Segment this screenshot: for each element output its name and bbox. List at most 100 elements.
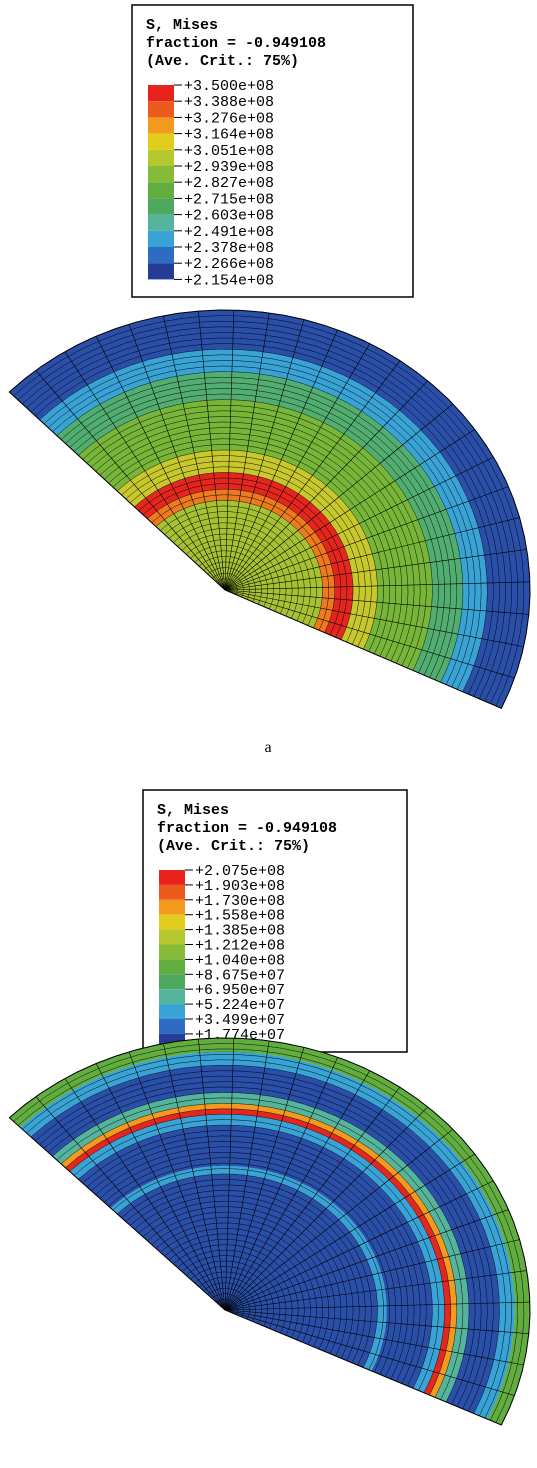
legend-level: +2.491e+08 bbox=[184, 224, 274, 241]
mesh-band bbox=[56, 371, 463, 683]
legend-level: +1.558e+08 bbox=[195, 908, 285, 925]
legend-level: +1.730e+08 bbox=[195, 893, 285, 910]
legend-swatch bbox=[148, 198, 174, 215]
mesh-radial bbox=[224, 1070, 371, 1311]
legend-swatch bbox=[148, 214, 174, 231]
legend-level: +1.212e+08 bbox=[195, 938, 285, 955]
mesh-radial bbox=[224, 1301, 530, 1311]
mesh-radial bbox=[224, 1057, 338, 1311]
legend-swatch bbox=[159, 914, 185, 930]
mesh-radial bbox=[224, 429, 476, 591]
mesh-radial bbox=[224, 1040, 270, 1311]
legend-box bbox=[131, 4, 414, 298]
legend-level: +3.499e+07 bbox=[195, 1012, 285, 1029]
legend-swatch bbox=[148, 101, 174, 118]
mesh-radial bbox=[224, 549, 527, 591]
legend-swatch bbox=[159, 989, 185, 1005]
legend-level: +2.827e+08 bbox=[184, 175, 274, 192]
mesh-radial bbox=[224, 1047, 305, 1311]
mesh-radial bbox=[224, 319, 305, 591]
legend-swatch bbox=[148, 117, 174, 134]
legend-swatch bbox=[148, 133, 174, 150]
legend-fraction: fraction = -0.949108 bbox=[146, 35, 326, 52]
legend-level: +8.675e+07 bbox=[195, 967, 285, 984]
legend-level: +6.950e+07 bbox=[195, 982, 285, 999]
mesh-radial bbox=[224, 312, 270, 591]
mesh-radial bbox=[224, 1309, 529, 1335]
legend-swatch bbox=[148, 149, 174, 166]
mesh-radial bbox=[224, 589, 524, 647]
mesh-outline bbox=[8, 309, 531, 709]
mesh-radial bbox=[224, 310, 235, 591]
mesh-outline bbox=[8, 1037, 531, 1426]
mesh-radial bbox=[224, 517, 520, 591]
legend-swatch bbox=[159, 974, 185, 990]
legend-level: +2.266e+08 bbox=[184, 256, 274, 273]
legend-title: S, Mises bbox=[146, 17, 218, 34]
mesh-radial bbox=[224, 380, 428, 591]
legend-swatch bbox=[159, 1019, 185, 1034]
mesh-radial bbox=[224, 343, 371, 591]
mesh-radial bbox=[95, 336, 226, 591]
legend-level: +3.051e+08 bbox=[184, 143, 274, 160]
legend-level: +2.715e+08 bbox=[184, 191, 274, 208]
mesh-radial bbox=[224, 1106, 428, 1311]
legend-swatch bbox=[148, 247, 174, 264]
mesh-radial bbox=[64, 351, 226, 591]
mesh-radial bbox=[224, 456, 494, 591]
legend-swatch bbox=[159, 870, 185, 885]
legend-swatch bbox=[148, 230, 174, 247]
mesh-radial bbox=[224, 1087, 401, 1311]
legend-swatch bbox=[159, 899, 185, 915]
mesh-radial bbox=[224, 1209, 509, 1311]
legend-level: +1.385e+08 bbox=[195, 923, 285, 940]
legend-swatch bbox=[159, 944, 185, 960]
legend-swatch bbox=[148, 85, 174, 102]
legend-criterion: (Ave. Crit.: 75%) bbox=[157, 838, 310, 855]
legend-level: +3.500e+08 bbox=[184, 78, 274, 95]
mesh-radial bbox=[224, 1153, 476, 1311]
legend-box bbox=[142, 789, 408, 1053]
legend-swatch bbox=[159, 959, 185, 975]
legend-level: +3.388e+08 bbox=[184, 94, 274, 111]
legend-level: +1.040e+08 bbox=[195, 952, 285, 969]
legend-fraction: fraction = -0.949108 bbox=[157, 820, 337, 837]
mesh-radial bbox=[198, 311, 226, 591]
legend-swatch bbox=[148, 263, 174, 280]
mesh-radial bbox=[163, 1043, 226, 1311]
mesh-radial bbox=[224, 486, 509, 591]
mesh-radial bbox=[224, 589, 515, 679]
mesh-radial bbox=[224, 1309, 524, 1366]
mesh-radial bbox=[224, 1270, 527, 1311]
legend-level: +1.903e+08 bbox=[195, 878, 285, 895]
legend-swatch bbox=[148, 166, 174, 183]
mesh-radial bbox=[163, 315, 226, 591]
mesh-radial bbox=[224, 589, 529, 615]
legend-criterion: (Ave. Crit.: 75%) bbox=[146, 53, 299, 70]
legend-level: +2.154e+08 bbox=[184, 272, 274, 289]
mesh-radial bbox=[35, 370, 226, 591]
mesh-radial bbox=[224, 1309, 515, 1396]
mesh-radial bbox=[224, 360, 401, 591]
mesh-radial bbox=[224, 1180, 494, 1311]
legend-swatch bbox=[159, 884, 185, 900]
mesh-radial bbox=[95, 1063, 226, 1311]
legend-level: +3.276e+08 bbox=[184, 110, 274, 127]
mesh-radial bbox=[224, 1038, 235, 1311]
mesh-radial bbox=[128, 324, 226, 591]
legend-level: +2.378e+08 bbox=[184, 240, 274, 257]
mesh-radial bbox=[64, 1078, 226, 1311]
mesh-radial bbox=[35, 1096, 226, 1311]
legend-level: +5.224e+07 bbox=[195, 997, 285, 1014]
legend-level: +3.164e+08 bbox=[184, 127, 274, 144]
mesh-radial bbox=[224, 329, 338, 591]
mesh-radial bbox=[224, 403, 454, 591]
legend-level: +2.075e+08 bbox=[195, 863, 285, 880]
mesh-radial bbox=[198, 1039, 226, 1311]
legend-level: +2.939e+08 bbox=[184, 159, 274, 176]
legend-swatch bbox=[148, 182, 174, 199]
caption: a bbox=[264, 739, 271, 756]
mesh-radial bbox=[224, 1128, 454, 1311]
mesh-radial bbox=[224, 1239, 520, 1311]
